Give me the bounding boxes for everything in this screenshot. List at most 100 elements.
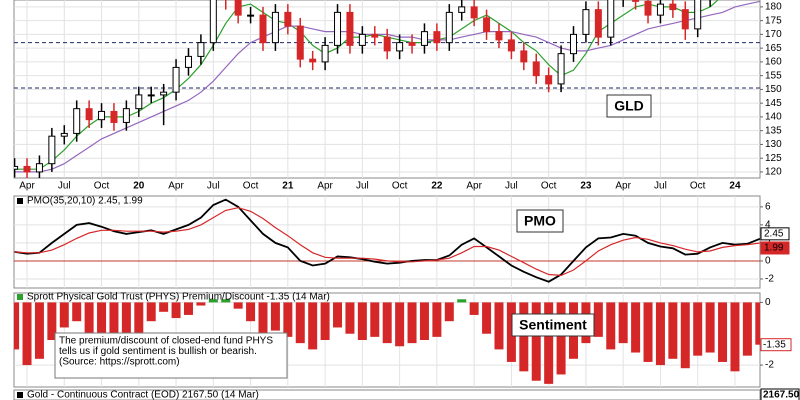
- x-tick-label: Jul: [654, 181, 667, 192]
- candle-body: [445, 11, 453, 44]
- candle-body: [532, 61, 540, 77]
- x-tick-label: Jul: [505, 181, 518, 192]
- bar: [134, 302, 144, 334]
- candle-body: [35, 163, 43, 173]
- bar: [221, 299, 231, 303]
- bar: [270, 302, 280, 331]
- bar: [531, 302, 541, 381]
- candle-body: [271, 11, 279, 44]
- overlay-layer: Apr Jul Oct 20 Apr Jul Oct 21 Apr Jul Oct 22 Apr Jul O…: [17, 2, 800, 400]
- y-tick-label: 165: [765, 43, 782, 54]
- candle-body: [358, 33, 366, 46]
- annotation-box: [516, 209, 564, 233]
- bar: [432, 302, 442, 337]
- note-text: (Source: https://sprott.com): [59, 357, 180, 368]
- annotation: GLD: [614, 98, 644, 114]
- last-value-box: [760, 388, 800, 400]
- last-value-box: [760, 227, 790, 241]
- candle-body: [371, 33, 379, 38]
- bar: [544, 302, 554, 384]
- candle-body: [632, 0, 640, 2]
- candle-body: [284, 11, 292, 27]
- bar: [668, 302, 678, 359]
- bar: [519, 302, 529, 372]
- bar: [755, 302, 760, 345]
- note-text: tells us if gold sentiment is bullish or…: [59, 346, 257, 357]
- x-tick-label: Jul: [207, 181, 220, 192]
- candle-body: [160, 91, 168, 96]
- last-value-label: 2.45: [764, 228, 784, 239]
- bar: [59, 302, 69, 328]
- candle-body: [85, 108, 93, 121]
- panel-title: PMO(35,20,10) 2.45, 1.99: [27, 196, 143, 207]
- candle-body: [147, 94, 155, 97]
- x-tick-label: Apr: [168, 181, 184, 192]
- y-tick-label: 180: [765, 2, 782, 13]
- bar: [121, 302, 131, 347]
- y-tick-label: -2: [765, 360, 774, 371]
- y-tick-label: 6: [765, 201, 771, 212]
- candle-body: [483, 17, 491, 33]
- candle-body: [607, 0, 615, 38]
- x-tick-label: 21: [282, 181, 294, 192]
- panel-title: Sprott Physical Gold Trust (PHYS) Premiu…: [27, 292, 330, 303]
- annotation-box: [606, 94, 652, 118]
- x-tick-label: Jul: [356, 181, 369, 192]
- last-value-box: [760, 338, 792, 352]
- y-tick-label: 140: [765, 112, 782, 123]
- candle-body: [656, 3, 664, 16]
- legend-swatch: [17, 198, 23, 204]
- candle-body: [334, 11, 342, 46]
- bar: [233, 302, 243, 309]
- last-value-label: 2167.50: [763, 390, 800, 400]
- candle-body: [321, 44, 329, 63]
- candle-body: [122, 108, 130, 123]
- candle-body: [507, 39, 515, 52]
- y-tick-label: 160: [765, 57, 782, 68]
- bar: [258, 302, 268, 334]
- bar: [395, 302, 405, 347]
- x-tick-label: 20: [133, 181, 145, 192]
- candle-body: [73, 108, 81, 134]
- bar: [146, 302, 156, 322]
- bar: [382, 302, 392, 344]
- candle-body: [184, 55, 192, 68]
- legend-swatch: [17, 294, 23, 300]
- candle-body: [259, 14, 267, 44]
- x-tick-label: Oct: [690, 181, 706, 192]
- bar: [693, 302, 703, 356]
- bar: [705, 302, 715, 353]
- bar: [742, 302, 752, 356]
- x-tick-label: Oct: [243, 181, 259, 192]
- bar: [444, 302, 454, 322]
- x-tick-label: 23: [580, 181, 592, 192]
- x-tick-label: Oct: [94, 181, 110, 192]
- bar: [718, 302, 728, 362]
- annotation: Sentiment: [519, 317, 587, 333]
- candle-body: [135, 94, 143, 110]
- candle-body: [644, 0, 652, 16]
- bar: [208, 299, 218, 303]
- candle-body: [309, 58, 317, 63]
- bar: [159, 302, 169, 312]
- candle-body: [110, 110, 118, 123]
- bar: [109, 302, 119, 350]
- annotation-box: [511, 313, 595, 337]
- candle-body: [582, 9, 590, 35]
- note-box: [54, 332, 288, 379]
- bar: [22, 302, 32, 366]
- panel-marks: [14, 0, 760, 178]
- candle-body: [495, 31, 503, 41]
- candle-body: [234, 0, 242, 16]
- bar: [308, 302, 318, 350]
- last-value-label: -1.35: [763, 339, 786, 350]
- candle-body: [681, 9, 689, 30]
- candle-body: [694, 0, 702, 30]
- candle-body: [98, 110, 106, 121]
- x-tick-label: Apr: [615, 181, 631, 192]
- bar: [357, 302, 367, 340]
- bar: [606, 302, 616, 350]
- x-tick-label: Apr: [317, 181, 333, 192]
- note-text: The premium/discount of closed-end fund …: [59, 336, 273, 347]
- bar: [482, 302, 492, 334]
